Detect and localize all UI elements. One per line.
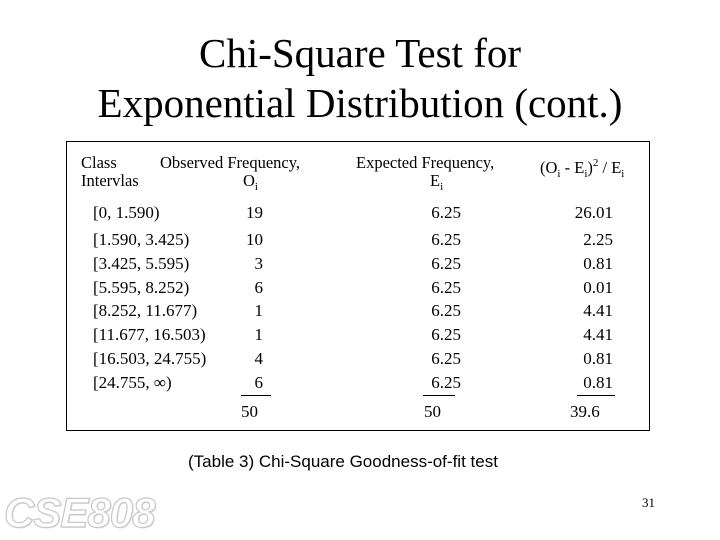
row-5-chi: 4.41 bbox=[583, 301, 613, 320]
total-chi-square: 39.6 bbox=[570, 402, 600, 421]
row-6-observed: 1 bbox=[254, 325, 264, 344]
header-expected: Expected Frequency, bbox=[356, 153, 495, 172]
row-1-chi: 26.01 bbox=[574, 203, 613, 222]
header-class: Class bbox=[81, 153, 117, 172]
header-chi-term: (Oi - Ei)2 / Ei bbox=[540, 157, 625, 180]
expected-sum-underline bbox=[423, 395, 455, 396]
total-expected: 50 bbox=[424, 402, 441, 421]
slide-title: Chi-Square Test for Exponential Distribu… bbox=[0, 28, 720, 128]
row-8-interval: [24.755, ∞) bbox=[93, 373, 172, 392]
row-8-chi: 0.81 bbox=[583, 373, 613, 392]
row-3-observed: 3 bbox=[254, 254, 264, 273]
row-1-expected: 6.25 bbox=[431, 203, 461, 222]
title-line-1: Chi-Square Test for bbox=[198, 30, 522, 76]
row-1-interval: [0, 1.590) bbox=[93, 203, 160, 222]
title-line-2: Exponential Distribution (cont.) bbox=[97, 80, 623, 126]
row-1-observed: 19 bbox=[246, 203, 263, 222]
row-3-expected: 6.25 bbox=[431, 254, 461, 273]
row-5-observed: 1 bbox=[254, 301, 264, 320]
row-8-expected: 6.25 bbox=[431, 373, 461, 392]
row-2-expected: 6.25 bbox=[431, 230, 461, 249]
row-5-expected: 6.25 bbox=[431, 301, 461, 320]
header-observed: Observed Frequency, bbox=[160, 153, 301, 172]
observed-sum-underline bbox=[241, 395, 271, 396]
row-6-chi: 4.41 bbox=[583, 325, 613, 344]
row-4-interval: [5.595, 8.252) bbox=[93, 278, 190, 297]
row-4-chi: 0.01 bbox=[583, 278, 613, 297]
row-2-interval: [1.590, 3.425) bbox=[93, 230, 190, 249]
row-3-interval: [3.425, 5.595) bbox=[93, 254, 190, 273]
slide-number: 31 bbox=[642, 495, 655, 510]
row-7-interval: [16.503, 24.755) bbox=[93, 349, 207, 368]
table-caption: (Table 3) Chi-Square Goodness-of-fit tes… bbox=[188, 452, 498, 471]
total-observed: 50 bbox=[241, 402, 258, 421]
row-8-observed: 6 bbox=[254, 373, 264, 392]
chi-square-table: Class Intervlas Observed Frequency, Oi E… bbox=[66, 141, 650, 431]
header-expected-symbol: Ei bbox=[430, 171, 444, 193]
row-2-observed: 10 bbox=[246, 230, 263, 249]
row-6-expected: 6.25 bbox=[431, 325, 461, 344]
row-2-chi: 2.25 bbox=[583, 230, 613, 249]
chi-sum-underline bbox=[577, 395, 615, 396]
row-4-expected: 6.25 bbox=[431, 278, 461, 297]
header-intervals: Intervlas bbox=[81, 171, 139, 190]
row-4-observed: 6 bbox=[254, 278, 264, 297]
row-6-interval: [11.677, 16.503) bbox=[93, 325, 206, 344]
row-3-chi: 0.81 bbox=[583, 254, 613, 273]
row-7-observed: 4 bbox=[254, 349, 264, 368]
row-7-expected: 6.25 bbox=[431, 349, 461, 368]
header-observed-symbol: Oi bbox=[243, 171, 258, 193]
course-logo: CSE808 bbox=[3, 488, 156, 536]
row-7-chi: 0.81 bbox=[583, 349, 613, 368]
row-5-interval: [8.252, 11.677) bbox=[93, 301, 198, 320]
